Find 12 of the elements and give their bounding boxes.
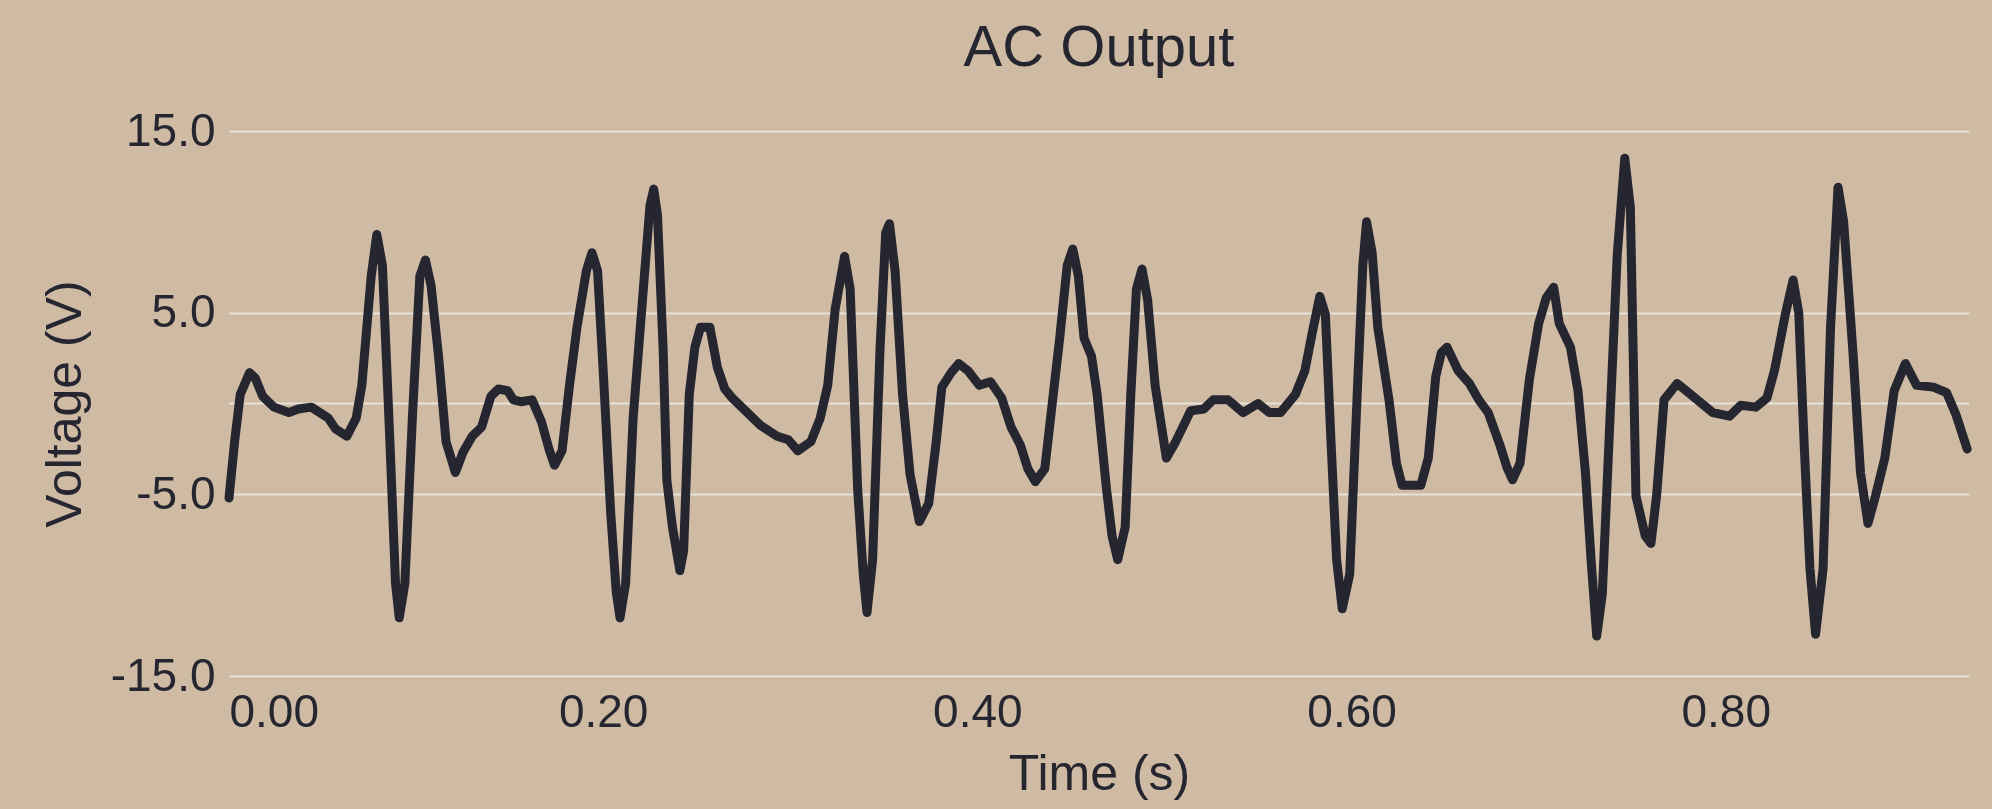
y-tick-label: -15.0 (110, 648, 216, 701)
x-axis-title: Time (s) (1008, 744, 1191, 801)
chart-title: AC Output (963, 13, 1235, 78)
y-tick-label: 5.0 (151, 285, 216, 338)
x-tick-label: 0.00 (229, 684, 320, 737)
x-tick-label: 0.80 (1681, 684, 1772, 737)
y-tick-label: 15.0 (125, 103, 216, 156)
x-tick-label: 0.60 (1307, 684, 1397, 737)
y-tick-label: -5.0 (136, 466, 216, 519)
x-tick-label: 0.20 (558, 684, 649, 737)
y-axis-title: Voltage (V) (35, 280, 92, 528)
x-tick-label: 0.40 (933, 684, 1023, 737)
